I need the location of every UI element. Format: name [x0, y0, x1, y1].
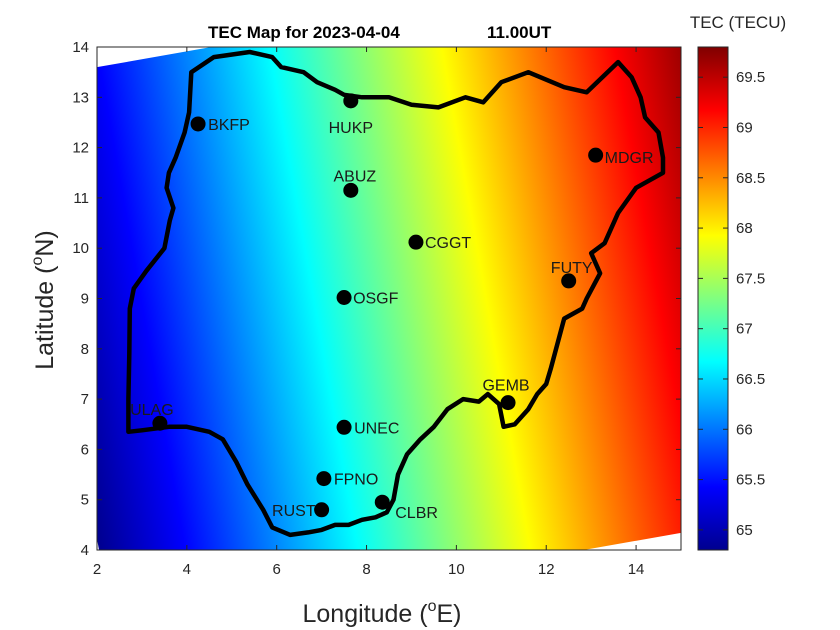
- y-tick-label: 7: [81, 391, 89, 408]
- station-label-futy: FUTY: [551, 260, 593, 277]
- colorbar-tick-label: 66: [736, 421, 753, 438]
- station-label-clbr: CLBR: [395, 505, 438, 522]
- x-tick-label: 2: [93, 561, 101, 578]
- station-marker-cggt: [408, 234, 424, 250]
- x-tick-label: 10: [448, 561, 465, 578]
- x-tick-label: 6: [273, 561, 281, 578]
- station-marker-bkfp: [190, 116, 206, 132]
- stations-layer: BKFP HUKP ABUZ MDGR CGGT FUTY OSGF GEMB ULAG UNEC…: [130, 93, 654, 522]
- station-marker-mdgr: [588, 147, 604, 163]
- colorbar-tick-label: 69.5: [736, 69, 765, 86]
- station-label-fpno: FPNO: [334, 472, 378, 489]
- station-label-osgf: OSGF: [353, 290, 399, 307]
- station-label-rust: RUST: [272, 503, 316, 520]
- station-label-mdgr: MDGR: [605, 150, 654, 167]
- station-marker-unec: [336, 419, 352, 435]
- station-marker-rust: [314, 502, 330, 518]
- colorbar: [697, 46, 729, 551]
- chart-title-date: TEC Map for 2023-04-04: [208, 23, 400, 42]
- station-marker-ulag: [152, 415, 168, 431]
- station-marker-clbr: [374, 494, 390, 510]
- colorbar-tick-label: 69: [736, 119, 753, 136]
- y-tick-label: 13: [72, 89, 89, 106]
- colorbar-tick-label: 68.5: [736, 170, 765, 187]
- x-tick-label: 12: [538, 561, 555, 578]
- station-label-gemb: GEMB: [482, 378, 529, 395]
- x-tick-label: 8: [362, 561, 370, 578]
- chart-title-time: 11.00UT: [487, 23, 552, 42]
- colorbar-tick-label: 65: [736, 522, 753, 539]
- colorbar-label: TEC (TECU): [690, 13, 786, 32]
- y-tick-label: 4: [81, 542, 89, 559]
- colorbar-tick-label: 65.5: [736, 472, 765, 489]
- station-label-ulag: ULAG: [130, 402, 174, 419]
- x-axis-label: Longitude (oE): [302, 598, 461, 628]
- y-tick-label: 10: [72, 240, 89, 257]
- colorbar-tick-label: 66.5: [736, 371, 765, 388]
- station-marker-futy: [561, 273, 577, 289]
- y-tick-label: 12: [72, 140, 89, 157]
- x-tick-label: 14: [628, 561, 645, 578]
- station-label-abuz: ABUZ: [333, 168, 376, 185]
- station-label-bkfp: BKFP: [208, 117, 250, 134]
- colorbar-tick-label: 68: [736, 220, 753, 237]
- nigeria-boundary: [126, 49, 666, 538]
- y-axis-ticks: 4 5 6 7 8 9 10 11 12 13 14: [72, 39, 681, 559]
- x-axis-ticks: 2 4 6 8 10 12 14: [93, 47, 645, 578]
- tec-heatmap: [97, 47, 681, 550]
- station-marker-gemb: [500, 395, 516, 411]
- station-marker-hukp: [343, 93, 359, 109]
- y-axis-label: Latitude (oN): [29, 230, 59, 370]
- station-label-hukp: HUKP: [329, 120, 373, 137]
- y-tick-label: 8: [81, 341, 89, 358]
- y-tick-label: 6: [81, 441, 89, 458]
- station-label-cggt: CGGT: [425, 235, 471, 252]
- station-marker-osgf: [336, 289, 352, 305]
- station-label-unec: UNEC: [354, 420, 399, 437]
- y-tick-label: 5: [81, 492, 89, 509]
- station-marker-abuz: [343, 182, 359, 198]
- x-tick-label: 4: [183, 561, 191, 578]
- colorbar-tick-label: 67: [736, 321, 753, 338]
- colorbar-ticks: 65 65.5 66 66.5 67 67.5 68 68.5 69 69.5: [698, 69, 765, 539]
- colorbar-tick-label: 67.5: [736, 270, 765, 287]
- station-marker-fpno: [316, 471, 332, 487]
- y-tick-label: 11: [73, 190, 89, 207]
- y-tick-label: 9: [81, 291, 89, 308]
- y-tick-label: 14: [72, 39, 89, 56]
